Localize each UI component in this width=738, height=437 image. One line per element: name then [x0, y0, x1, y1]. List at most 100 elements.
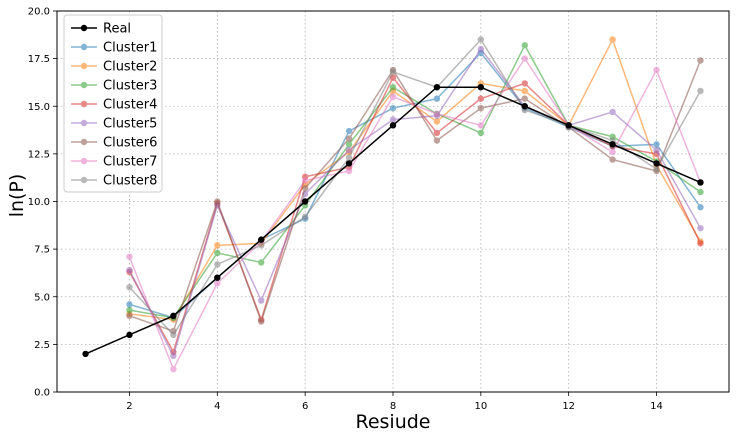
data-point — [258, 318, 265, 325]
data-point — [433, 84, 441, 91]
data-point — [126, 253, 133, 260]
data-point — [170, 365, 177, 373]
data-point — [433, 118, 441, 125]
legend: Real Cluster1 Cluster2 Cluster3 Cluster4 Clus… — [63, 14, 163, 193]
data-point — [301, 213, 309, 220]
x-tick-label: 10 — [474, 401, 487, 412]
data-point — [214, 280, 221, 287]
series-line — [129, 43, 701, 319]
data-point — [521, 95, 528, 102]
y-tick-label: 2.5 — [34, 340, 50, 351]
data-point — [653, 66, 660, 74]
legend-item-cluster7: Cluster7 — [71, 155, 157, 170]
data-point — [477, 122, 485, 129]
legend-item-cluster2: Cluster2 — [71, 60, 157, 75]
data-point — [521, 87, 528, 95]
x-tick-label: 14 — [650, 401, 663, 412]
data-point — [477, 104, 485, 112]
data-point — [345, 167, 353, 175]
data-point — [389, 84, 397, 91]
legend-swatch — [71, 119, 97, 127]
data-point — [521, 103, 528, 110]
data-point — [214, 249, 221, 257]
data-point — [609, 108, 616, 116]
data-point — [697, 87, 704, 95]
data-point — [433, 110, 441, 118]
data-point — [521, 80, 528, 87]
series-layer — [82, 36, 704, 373]
legend-item-cluster8: Cluster8 — [71, 174, 157, 189]
y-axis: 0.0 2.5 5.0 7.5 10.0 12.5 15.0 17.5 20.0 — [28, 7, 57, 399]
data-point — [477, 36, 485, 43]
data-point — [258, 236, 265, 243]
data-point — [477, 45, 485, 53]
y-tick-label: 12.5 — [28, 149, 50, 160]
legend-swatch — [71, 24, 97, 32]
data-point — [258, 242, 265, 249]
data-point — [477, 95, 485, 102]
data-point — [126, 331, 133, 339]
data-point — [345, 141, 353, 148]
data-point — [301, 177, 309, 184]
legend-item-cluster5: Cluster5 — [71, 117, 157, 132]
data-point — [345, 146, 353, 154]
data-point — [345, 127, 353, 135]
legend-label: Cluster7 — [103, 155, 157, 170]
data-point — [258, 297, 265, 304]
data-point — [653, 146, 660, 154]
y-tick-label: 15.0 — [28, 102, 50, 113]
y-tick-label: 17.5 — [28, 54, 50, 65]
data-point — [214, 242, 221, 249]
data-point — [697, 188, 704, 196]
legend-label: Cluster6 — [103, 136, 157, 151]
data-point — [170, 352, 177, 360]
legend-swatch — [71, 81, 97, 89]
data-point — [697, 179, 704, 186]
data-point — [345, 160, 353, 167]
legend-swatch — [71, 43, 97, 51]
y-tick-label: 5.0 — [34, 292, 50, 303]
data-point — [258, 259, 265, 266]
data-point — [653, 141, 660, 148]
series-line — [128, 38, 702, 337]
y-tick-label: 10.0 — [28, 197, 50, 208]
legend-swatch — [71, 176, 97, 184]
y-tick-label: 0.0 — [34, 388, 50, 399]
x-tick-label: 4 — [214, 401, 220, 412]
legend-item-cluster4: Cluster4 — [71, 98, 157, 113]
data-point — [170, 331, 177, 339]
legend-box — [63, 14, 163, 193]
data-point — [389, 116, 397, 123]
data-point — [609, 141, 616, 148]
x-tick-label: 2 — [126, 401, 132, 412]
data-point — [565, 122, 572, 129]
x-tick-label: 6 — [302, 401, 308, 412]
data-point — [170, 312, 177, 319]
data-point — [301, 184, 309, 192]
y-tick-label: 7.5 — [34, 245, 50, 256]
data-point — [433, 137, 441, 144]
x-axis-label: Resiude — [355, 411, 430, 433]
data-point — [301, 198, 309, 205]
legend-label: Real — [103, 22, 131, 37]
legend-swatch — [71, 100, 97, 108]
data-point — [697, 224, 704, 232]
legend-swatch — [71, 138, 97, 146]
legend-item-cluster6: Cluster6 — [71, 136, 157, 151]
data-point — [389, 93, 397, 100]
data-point — [126, 312, 133, 319]
data-point — [433, 129, 441, 137]
data-point — [521, 42, 528, 49]
data-point — [126, 284, 133, 291]
legend-label: Cluster1 — [103, 41, 157, 56]
data-point — [609, 148, 616, 156]
data-point — [389, 122, 397, 129]
data-point — [214, 274, 221, 281]
legend-label: Cluster2 — [103, 60, 157, 75]
data-point — [214, 198, 221, 205]
legend-swatch — [71, 157, 97, 165]
y-axis-label: ln(P) — [6, 174, 28, 218]
data-point — [214, 261, 221, 268]
legend-label: Cluster5 — [103, 117, 157, 132]
